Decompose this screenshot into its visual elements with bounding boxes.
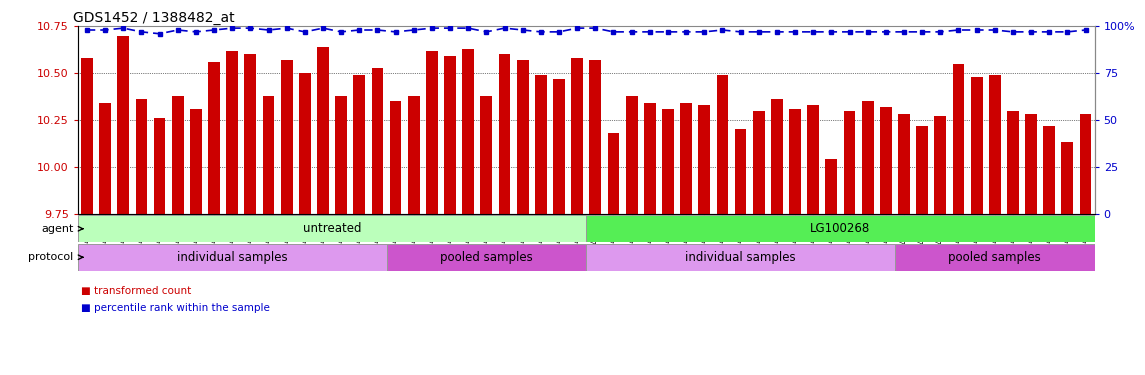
Text: ■ percentile rank within the sample: ■ percentile rank within the sample xyxy=(81,303,270,313)
Bar xyxy=(1061,142,1073,214)
Bar xyxy=(78,244,387,271)
Bar xyxy=(608,133,619,214)
Bar xyxy=(153,118,166,214)
Bar xyxy=(1006,111,1019,214)
Bar xyxy=(100,103,111,214)
Bar xyxy=(789,109,802,214)
Bar xyxy=(571,58,583,214)
Bar xyxy=(463,49,474,214)
Bar xyxy=(752,111,765,214)
Bar xyxy=(662,109,674,214)
Bar xyxy=(879,107,892,214)
Bar xyxy=(408,96,420,214)
Bar xyxy=(643,103,656,214)
Bar xyxy=(953,64,964,214)
Bar xyxy=(262,96,275,214)
Bar xyxy=(81,58,93,214)
Bar xyxy=(387,244,586,271)
Bar xyxy=(371,68,384,214)
Bar xyxy=(317,47,329,214)
Bar xyxy=(771,99,783,214)
Bar xyxy=(590,60,601,214)
Bar xyxy=(895,244,1095,271)
Text: ■ transformed count: ■ transformed count xyxy=(81,286,191,296)
Bar xyxy=(934,116,946,214)
Text: pooled samples: pooled samples xyxy=(948,251,1041,264)
Bar xyxy=(444,56,456,214)
Bar xyxy=(826,159,837,214)
Bar xyxy=(78,215,586,242)
Bar xyxy=(916,126,929,214)
Bar xyxy=(844,111,855,214)
Bar xyxy=(535,75,547,214)
Bar xyxy=(971,77,982,214)
Bar xyxy=(299,73,310,214)
Bar xyxy=(717,75,728,214)
Bar xyxy=(735,129,747,214)
Bar xyxy=(281,60,293,214)
Text: individual samples: individual samples xyxy=(685,251,796,264)
Bar xyxy=(862,101,874,214)
Text: LG100268: LG100268 xyxy=(811,222,870,235)
Bar xyxy=(989,75,1001,214)
Text: protocol: protocol xyxy=(27,252,73,262)
Bar xyxy=(1043,126,1056,214)
Bar xyxy=(227,51,238,214)
Bar xyxy=(244,54,256,214)
Bar xyxy=(389,101,402,214)
Text: agent: agent xyxy=(41,224,73,234)
Text: individual samples: individual samples xyxy=(176,251,287,264)
Bar xyxy=(680,103,692,214)
Bar xyxy=(135,99,148,214)
Bar xyxy=(586,244,895,271)
Bar xyxy=(625,96,638,214)
Text: pooled samples: pooled samples xyxy=(440,251,532,264)
Text: GDS1452 / 1388482_at: GDS1452 / 1388482_at xyxy=(73,11,235,25)
Bar xyxy=(117,36,129,214)
Bar xyxy=(481,96,492,214)
Bar xyxy=(1025,114,1037,214)
Text: untreated: untreated xyxy=(302,222,362,235)
Bar xyxy=(190,109,202,214)
Bar xyxy=(516,60,529,214)
Bar xyxy=(426,51,437,214)
Bar xyxy=(172,96,183,214)
Bar xyxy=(698,105,710,214)
Bar xyxy=(354,75,365,214)
Bar xyxy=(208,62,220,214)
Bar xyxy=(498,54,511,214)
Bar xyxy=(553,79,564,214)
Bar xyxy=(586,215,1095,242)
Bar xyxy=(898,114,910,214)
Bar xyxy=(335,96,347,214)
Bar xyxy=(807,105,819,214)
Bar xyxy=(1080,114,1091,214)
